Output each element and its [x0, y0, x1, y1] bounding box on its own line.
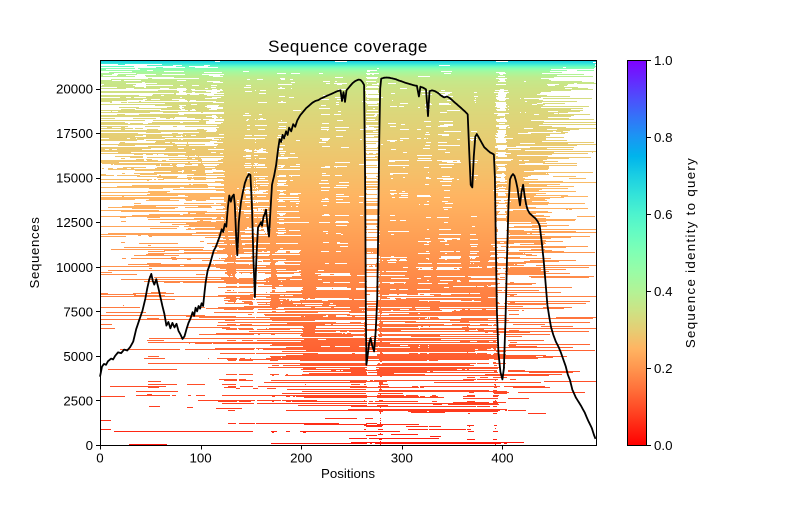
svg-text:Sequence coverage: Sequence coverage [268, 37, 428, 56]
svg-text:0.6: 0.6 [654, 207, 673, 222]
svg-text:0.4: 0.4 [654, 284, 673, 299]
svg-text:0.2: 0.2 [654, 361, 673, 376]
svg-text:Sequences: Sequences [27, 217, 42, 289]
svg-text:10000: 10000 [56, 260, 93, 275]
svg-text:20000: 20000 [56, 82, 93, 97]
svg-text:15000: 15000 [56, 171, 93, 186]
svg-text:12500: 12500 [56, 215, 93, 230]
svg-text:200: 200 [290, 451, 312, 466]
svg-text:7500: 7500 [63, 304, 93, 319]
svg-text:17500: 17500 [56, 126, 93, 141]
svg-text:0: 0 [96, 451, 103, 466]
svg-text:300: 300 [391, 451, 413, 466]
svg-text:0: 0 [86, 438, 93, 453]
svg-text:Positions: Positions [321, 466, 375, 481]
svg-text:1.0: 1.0 [654, 53, 673, 68]
svg-text:400: 400 [491, 451, 513, 466]
svg-text:0.0: 0.0 [654, 438, 673, 453]
svg-text:0.8: 0.8 [654, 130, 673, 145]
svg-text:Sequence identity to query: Sequence identity to query [683, 157, 698, 348]
svg-text:2500: 2500 [63, 393, 93, 408]
svg-text:100: 100 [190, 451, 212, 466]
svg-text:5000: 5000 [63, 349, 93, 364]
